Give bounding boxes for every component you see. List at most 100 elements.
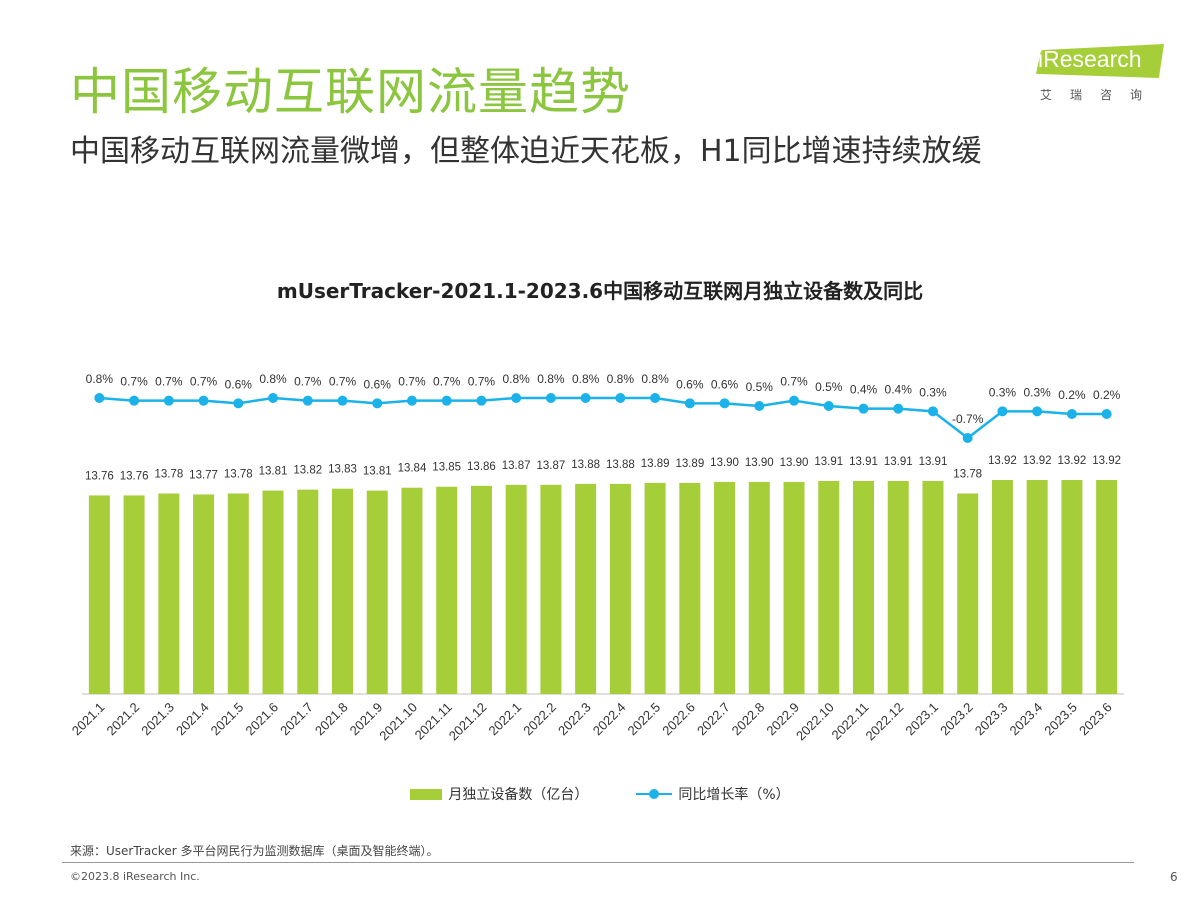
bar-value-label: 13.90 <box>710 457 739 469</box>
growth-point <box>754 401 765 411</box>
x-tick-label: 2021.2 <box>103 700 142 739</box>
growth-point <box>858 403 869 414</box>
growth-point <box>198 395 209 406</box>
bar <box>540 484 562 694</box>
footer-divider <box>62 862 1134 863</box>
growth-value-label: 0.8% <box>86 372 114 386</box>
growth-point <box>927 406 938 417</box>
bar <box>88 495 110 694</box>
bar <box>887 480 909 694</box>
bar-value-label: 13.78 <box>953 468 982 480</box>
x-tick-label: 2023.6 <box>1076 700 1115 739</box>
legend-label-devices: 月独立设备数（亿台） <box>448 787 589 803</box>
growth-line <box>99 396 1107 440</box>
bar <box>748 481 770 694</box>
x-tick-label: 2023.1 <box>902 700 941 739</box>
bar-value-label: 13.90 <box>745 457 774 469</box>
bar-value-label: 13.84 <box>398 463 427 475</box>
growth-point <box>511 393 522 403</box>
growth-value-label: 0.8% <box>572 372 600 386</box>
growth-point <box>1101 409 1112 419</box>
growth-value-label: 0.7% <box>468 375 496 389</box>
bar <box>227 493 249 694</box>
growth-point <box>302 395 313 406</box>
bar <box>922 480 944 694</box>
bar-value-label: 13.76 <box>120 470 149 482</box>
bar <box>1096 480 1118 694</box>
growth-point <box>268 393 279 403</box>
bar-value-label: 13.90 <box>780 457 809 469</box>
growth-value-label: 0.5% <box>815 380 843 394</box>
bar <box>470 485 492 694</box>
growth-value-label: 0.5% <box>746 380 774 394</box>
legend-item-devices[interactable]: 月独立设备数（亿台） <box>410 784 588 804</box>
growth-value-label: 0.7% <box>294 375 322 389</box>
legend-item-growth[interactable]: 同比增长率（%） <box>636 784 790 804</box>
bar-value-label: 13.91 <box>849 456 878 468</box>
bar-value-label: 13.92 <box>988 455 1017 467</box>
page-number: 6 <box>1170 870 1178 884</box>
logo-text: iResearch <box>1038 46 1142 72</box>
x-tick-label: 2021.7 <box>277 700 316 739</box>
growth-value-label: 0.7% <box>155 375 183 389</box>
growth-point <box>406 395 417 406</box>
bar <box>991 480 1013 694</box>
bar-value-label: 13.91 <box>814 456 843 468</box>
x-tick-label: 2021.6 <box>242 700 281 739</box>
x-tick-label: 2023.2 <box>937 700 976 739</box>
source-note: 来源：UserTracker 多平台网民行为监测数据库（桌面及智能终端）。 <box>70 844 439 858</box>
bar-value-label: 13.89 <box>641 458 670 470</box>
bar-value-label: 13.88 <box>571 459 600 471</box>
bar <box>644 482 666 694</box>
x-tick-label: 2022.1 <box>486 700 525 739</box>
page-subtitle: 中国移动互联网流量微增，但整体迫近天花板，H1同比增速持续放缓 <box>70 134 982 169</box>
bar <box>714 481 736 694</box>
growth-value-label: 0.8% <box>607 372 635 386</box>
bar-value-label: 13.81 <box>259 466 288 478</box>
growth-point <box>94 393 105 403</box>
growth-point <box>1066 409 1077 419</box>
growth-point <box>476 395 487 406</box>
chart-title: mUserTracker-2021.1-2023.6中国移动互联网月独立设备数及… <box>276 279 924 303</box>
bar-value-label: 13.78 <box>224 468 253 480</box>
bar-value-label: 13.87 <box>502 460 531 472</box>
growth-point <box>789 395 800 406</box>
bar <box>609 483 631 694</box>
growth-point <box>129 395 140 406</box>
growth-value-label: 0.3% <box>919 385 947 399</box>
bar-value-label: 13.92 <box>1023 455 1052 467</box>
x-tick-label: 2022.12 <box>863 700 907 744</box>
growth-point <box>580 393 591 403</box>
bar <box>679 482 701 694</box>
bar-value-label: 13.85 <box>432 462 461 474</box>
x-tick-label: 2022.2 <box>520 700 559 739</box>
legend-line-swatch <box>636 788 673 800</box>
bar-value-label: 13.77 <box>189 469 218 481</box>
growth-point <box>441 395 452 406</box>
x-tick-label: 2022.4 <box>590 700 629 739</box>
growth-point <box>233 398 244 409</box>
growth-value-label: 0.2% <box>1093 388 1121 402</box>
bar <box>853 480 874 694</box>
iresearch-logo: iResearch 艾瑞咨询 <box>1028 38 1168 108</box>
bar <box>297 489 319 694</box>
growth-value-label: 0.6% <box>225 377 253 391</box>
growth-point <box>163 395 174 406</box>
bar <box>575 483 597 694</box>
growth-value-label: 0.6% <box>711 377 739 391</box>
growth-value-label: 0.7% <box>120 375 148 389</box>
x-tick-label: 2021.4 <box>173 700 212 739</box>
x-tick-label: 2021.12 <box>446 700 490 744</box>
growth-value-label: 0.7% <box>190 375 218 389</box>
bar <box>158 493 180 694</box>
growth-point <box>823 401 834 411</box>
growth-value-label: 0.8% <box>537 372 565 386</box>
x-tick-label: 2022.3 <box>555 700 594 739</box>
x-tick-label: 2022.10 <box>793 700 837 744</box>
x-tick-label: 2022.8 <box>729 700 768 739</box>
growth-value-label: 0.8% <box>259 372 287 386</box>
bar-value-label: 13.92 <box>1058 455 1087 467</box>
combo-chart: 13.76 2021.1 13.76 2021.2 13.78 2021.3 13.77 20… <box>69 372 1124 744</box>
growth-value-label: 0.3% <box>1023 385 1051 399</box>
bar <box>1026 480 1048 694</box>
